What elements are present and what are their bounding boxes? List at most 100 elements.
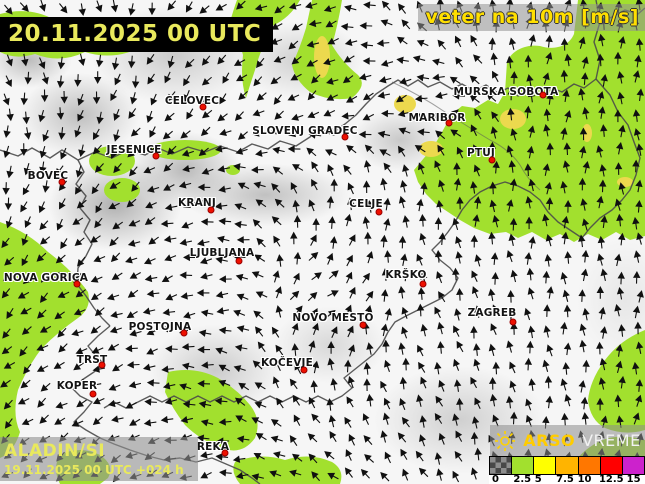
wind-arrow — [617, 71, 625, 84]
wind-arrow — [434, 452, 442, 465]
wind-arrow — [472, 416, 480, 429]
legend-color-cells — [489, 456, 645, 475]
wind-arrow — [91, 346, 104, 354]
wind-arrow — [274, 198, 285, 208]
wind-arrow — [580, 198, 588, 211]
city-dot — [152, 152, 160, 160]
wind-arrow — [150, 93, 158, 106]
wind-arrow — [420, 376, 427, 389]
wind-arrow — [562, 160, 571, 173]
wind-arrow — [2, 93, 10, 106]
wind-arrow — [326, 128, 340, 136]
wind-arrow — [78, 53, 86, 67]
wind-arrow — [71, 329, 84, 337]
wind-arrow — [275, 305, 283, 318]
wind-arrow — [3, 125, 11, 138]
wind-arrow — [434, 249, 443, 263]
wind-arrow — [77, 110, 85, 122]
wind-arrow — [311, 272, 322, 281]
city-label: JESENICE — [106, 144, 162, 156]
wind-arrow — [598, 179, 607, 193]
city-label: PTUJ — [466, 147, 496, 159]
wind-arrow — [162, 308, 176, 316]
wind-arrow — [109, 236, 119, 247]
wind-arrow — [578, 289, 586, 302]
wind-arrow — [24, 216, 32, 228]
wind-arrow — [57, 56, 66, 70]
wind-arrow — [365, 304, 373, 318]
wind-arrow — [129, 166, 138, 177]
wind-arrow — [180, 130, 191, 139]
wind-arrow — [366, 251, 374, 264]
wind-arrow — [96, 54, 104, 68]
wind-arrow — [146, 379, 160, 387]
wind-arrow — [56, 218, 64, 231]
wind-arrow — [311, 360, 320, 374]
wind-arrow — [600, 215, 608, 229]
wind-arrow — [451, 109, 464, 117]
wind-arrow — [164, 397, 178, 405]
wind-arrow — [109, 326, 122, 334]
legend-tick-labels: 0 2.5 5 7.5 10 12.5 15 — [489, 475, 645, 484]
wind-arrow — [341, 112, 355, 120]
wind-arrow — [524, 54, 533, 68]
wind-arrow — [219, 93, 227, 105]
wind-arrow — [420, 323, 428, 337]
wind-arrow — [437, 341, 445, 354]
wind-arrow — [632, 361, 640, 375]
wind-arrow — [347, 376, 355, 389]
wind-arrow — [561, 215, 570, 229]
wind-arrow — [378, 76, 392, 84]
wind-arrow — [508, 37, 517, 50]
wind-arrow — [252, 219, 263, 229]
wind-arrow — [144, 398, 157, 406]
city-label: KRŠKO — [385, 269, 427, 281]
wind-arrow — [291, 23, 303, 31]
wind-arrow — [542, 270, 550, 284]
city-label: NOVO MESTO — [292, 312, 374, 324]
wind-arrow — [561, 412, 569, 426]
wind-arrow — [635, 379, 644, 392]
wind-arrow — [163, 235, 177, 243]
wind-arrow — [306, 40, 320, 48]
wind-arrow — [490, 323, 498, 336]
wind-arrow — [94, 217, 103, 229]
wind-arrow — [215, 291, 229, 299]
wind-arrow — [59, 3, 68, 14]
wind-arrow — [527, 125, 535, 138]
city-dot — [375, 208, 383, 216]
wind-arrow — [22, 183, 30, 196]
wind-arrow — [291, 343, 299, 356]
wind-arrow — [400, 253, 408, 267]
wind-arrow — [217, 165, 231, 173]
wind-arrow — [178, 181, 192, 189]
wind-arrow — [197, 345, 210, 354]
wind-arrow — [564, 110, 572, 123]
wind-arrow — [563, 342, 572, 356]
wind-arrow — [635, 341, 644, 355]
wind-arrow — [3, 145, 11, 159]
wind-arrow — [399, 376, 408, 390]
wind-arrow — [291, 453, 303, 462]
wind-arrow — [399, 398, 407, 411]
wind-arrow — [39, 325, 52, 333]
wind-arrow — [327, 164, 335, 176]
wind-arrow — [401, 326, 409, 339]
wind-arrow — [384, 359, 392, 372]
wind-arrow — [6, 307, 14, 319]
wind-arrow — [253, 310, 264, 319]
wind-arrow — [344, 304, 352, 317]
wind-arrow — [384, 250, 392, 263]
wind-arrow — [291, 322, 299, 335]
wind-arrow — [453, 325, 460, 337]
wind-arrow — [366, 200, 374, 213]
wind-arrow — [217, 113, 228, 122]
wind-arrow — [144, 274, 158, 283]
wind-arrow — [491, 272, 499, 285]
brand-product: VREME — [582, 431, 641, 450]
wind-arrow — [418, 467, 429, 478]
wind-arrow — [1, 237, 10, 249]
wind-arrow — [402, 357, 410, 371]
wind-arrow — [40, 89, 49, 103]
